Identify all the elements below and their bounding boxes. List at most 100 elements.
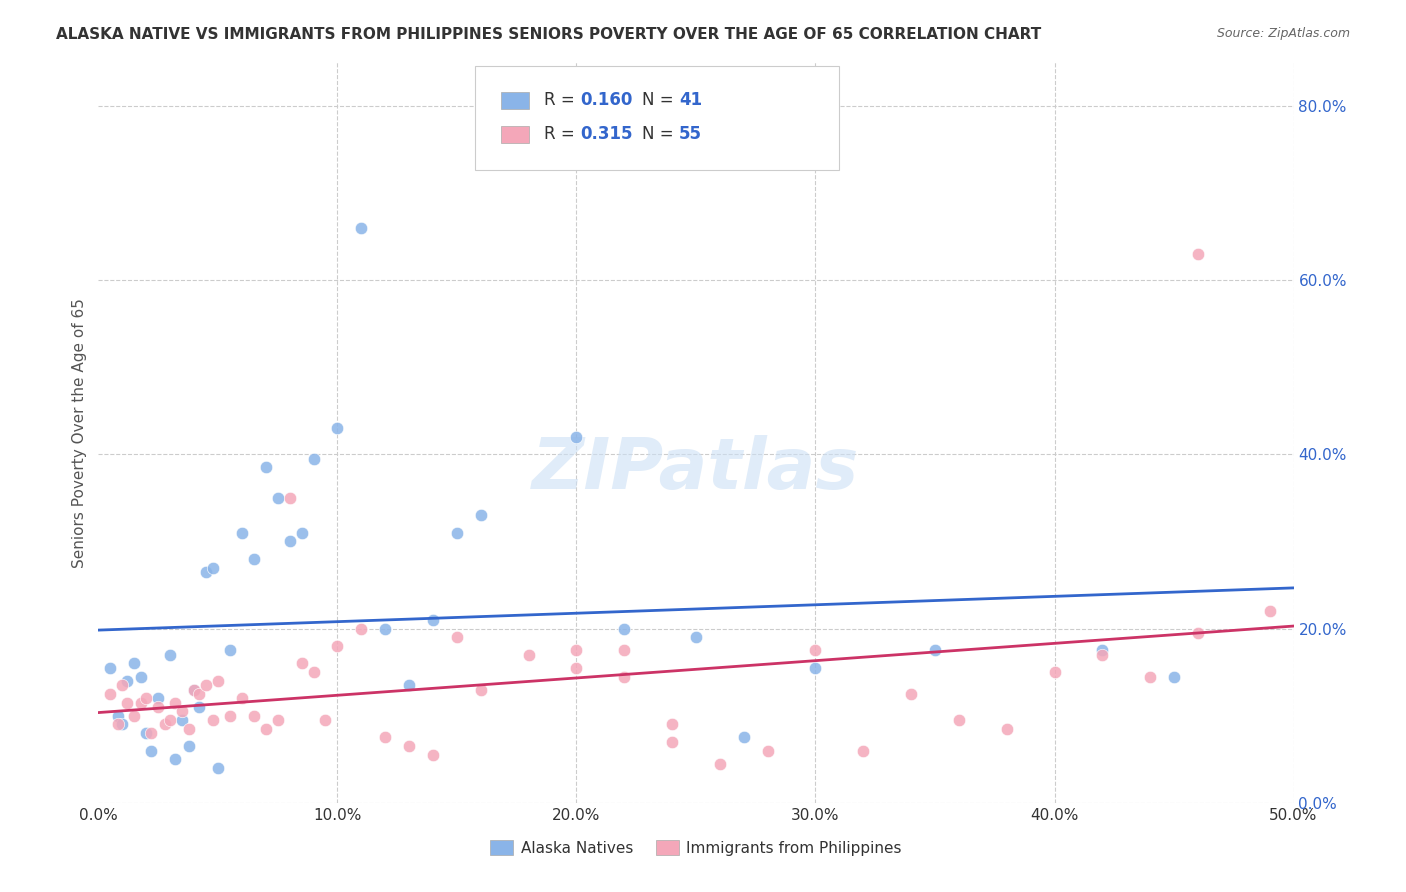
Point	[1043, 665, 1066, 680]
Point	[350, 221, 373, 235]
Text: N =: N =	[643, 91, 679, 109]
Point	[470, 508, 492, 523]
Point	[267, 713, 290, 727]
Point	[179, 722, 201, 736]
Point	[446, 525, 468, 540]
Point	[219, 708, 242, 723]
Point	[254, 460, 277, 475]
FancyBboxPatch shape	[501, 126, 529, 143]
Point	[183, 682, 205, 697]
Point	[291, 525, 314, 540]
Y-axis label: Seniors Poverty Over the Age of 65: Seniors Poverty Over the Age of 65	[72, 298, 87, 567]
Point	[124, 708, 146, 723]
Point	[107, 708, 129, 723]
Point	[315, 713, 337, 727]
Point	[422, 613, 444, 627]
Point	[1187, 626, 1209, 640]
Point	[254, 722, 277, 736]
Text: 0.315: 0.315	[581, 125, 633, 144]
Point	[278, 491, 301, 505]
Point	[278, 534, 301, 549]
Point	[124, 657, 146, 671]
FancyBboxPatch shape	[501, 92, 529, 109]
Point	[183, 682, 205, 697]
Point	[202, 560, 225, 574]
Point	[1091, 648, 1114, 662]
Point	[685, 630, 707, 644]
Point	[243, 708, 266, 723]
Point	[139, 743, 162, 757]
Point	[398, 739, 420, 754]
Point	[187, 687, 209, 701]
Point	[398, 678, 420, 692]
Point	[231, 525, 253, 540]
Point	[995, 722, 1018, 736]
Point	[163, 696, 186, 710]
Point	[613, 622, 636, 636]
Text: N =: N =	[643, 125, 679, 144]
Text: R =: R =	[544, 91, 581, 109]
Point	[948, 713, 970, 727]
Point	[613, 669, 636, 683]
Point	[98, 687, 122, 701]
FancyBboxPatch shape	[475, 66, 839, 169]
Point	[243, 552, 266, 566]
Point	[207, 673, 229, 688]
Point	[98, 661, 122, 675]
Point	[135, 691, 157, 706]
Point	[852, 743, 875, 757]
Point	[661, 717, 683, 731]
Point	[565, 643, 588, 657]
Point	[159, 648, 181, 662]
Point	[422, 747, 444, 762]
Point	[1091, 643, 1114, 657]
Point	[115, 673, 138, 688]
Point	[374, 622, 396, 636]
Point	[733, 731, 755, 745]
Point	[172, 704, 194, 718]
Point	[207, 761, 229, 775]
Point	[326, 421, 349, 435]
Point	[179, 739, 201, 754]
Point	[148, 691, 170, 706]
Text: ZIPatlas: ZIPatlas	[533, 435, 859, 504]
Legend: Alaska Natives, Immigrants from Philippines: Alaska Natives, Immigrants from Philippi…	[484, 834, 908, 862]
Point	[613, 643, 636, 657]
Point	[1258, 604, 1281, 618]
Point	[924, 643, 946, 657]
Point	[756, 743, 779, 757]
Point	[804, 643, 827, 657]
Point	[302, 665, 325, 680]
Point	[107, 717, 129, 731]
Text: R =: R =	[544, 125, 581, 144]
Point	[1163, 669, 1185, 683]
Point	[148, 700, 170, 714]
Point	[350, 622, 373, 636]
Point	[159, 713, 181, 727]
Point	[111, 678, 134, 692]
Point	[565, 430, 588, 444]
Point	[195, 565, 218, 579]
Point	[470, 682, 492, 697]
Point	[267, 491, 290, 505]
Point	[195, 678, 218, 692]
Point	[374, 731, 396, 745]
Point	[446, 630, 468, 644]
Text: 41: 41	[679, 91, 703, 109]
Point	[1139, 669, 1161, 683]
Point	[326, 639, 349, 653]
Point	[291, 657, 314, 671]
Point	[517, 648, 540, 662]
Point	[1187, 247, 1209, 261]
Point	[202, 713, 225, 727]
Point	[187, 700, 209, 714]
Point	[131, 669, 153, 683]
Point	[219, 643, 242, 657]
Point	[139, 726, 162, 740]
Point	[231, 691, 253, 706]
Text: 55: 55	[679, 125, 702, 144]
Point	[115, 696, 138, 710]
Point	[804, 661, 827, 675]
Point	[131, 696, 153, 710]
Text: 0.160: 0.160	[581, 91, 633, 109]
